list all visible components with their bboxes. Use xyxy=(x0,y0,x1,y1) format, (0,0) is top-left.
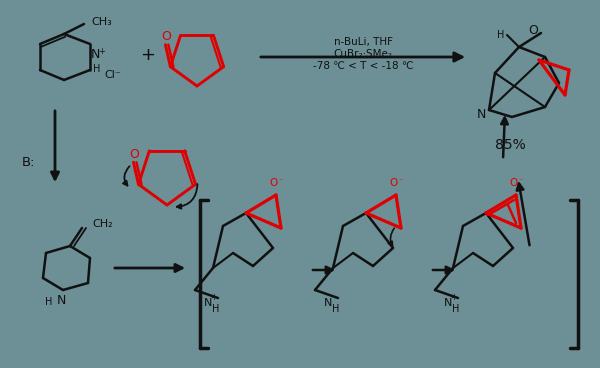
Text: O: O xyxy=(510,178,518,188)
Text: ⁻: ⁻ xyxy=(519,177,523,185)
Text: O: O xyxy=(528,25,538,38)
Text: N: N xyxy=(476,109,485,121)
Text: +: + xyxy=(211,293,217,301)
Text: B:: B: xyxy=(22,156,35,170)
Text: 85%: 85% xyxy=(494,138,526,152)
Text: H: H xyxy=(212,304,220,314)
Text: ⁻: ⁻ xyxy=(399,177,403,185)
Text: CuBr₂·SMe₂: CuBr₂·SMe₂ xyxy=(334,49,392,59)
Text: O: O xyxy=(270,178,278,188)
Text: N: N xyxy=(444,298,452,308)
Text: n-BuLi, THF: n-BuLi, THF xyxy=(334,37,392,47)
Text: Cl⁻: Cl⁻ xyxy=(104,70,121,80)
Text: ⁻: ⁻ xyxy=(279,177,283,185)
Text: N: N xyxy=(204,298,212,308)
Text: O: O xyxy=(390,178,398,188)
Text: O: O xyxy=(161,30,172,43)
Text: H: H xyxy=(332,304,340,314)
Text: H: H xyxy=(452,304,460,314)
Text: +: + xyxy=(451,293,457,301)
Text: CH₂: CH₂ xyxy=(92,219,113,229)
Text: N: N xyxy=(91,49,100,61)
Text: H: H xyxy=(497,30,505,40)
Text: N: N xyxy=(56,294,65,307)
Text: N: N xyxy=(324,298,332,308)
Text: +: + xyxy=(98,46,106,56)
Text: CH₃: CH₃ xyxy=(92,17,112,27)
Text: O: O xyxy=(130,148,139,161)
Text: H: H xyxy=(94,64,101,74)
Text: +: + xyxy=(140,46,155,64)
Text: -78 ℃ < T < -18 ℃: -78 ℃ < T < -18 ℃ xyxy=(313,61,413,71)
Text: H: H xyxy=(46,297,53,307)
